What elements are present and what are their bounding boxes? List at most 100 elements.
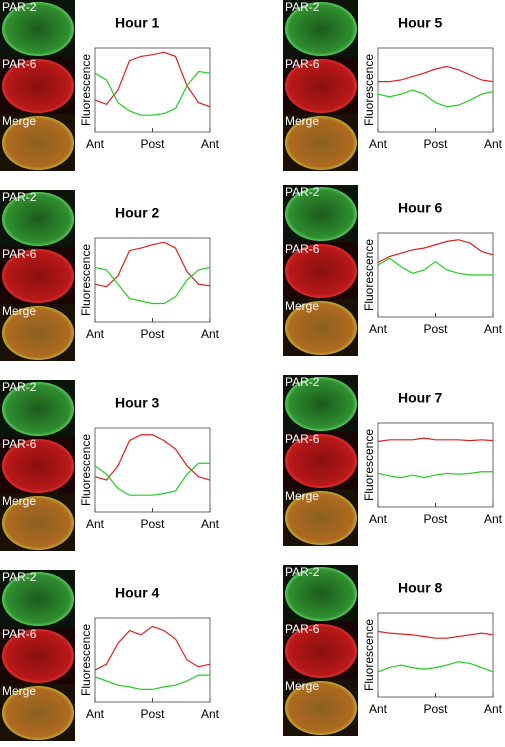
embryo [2, 686, 74, 740]
image-label: PAR-6 [285, 622, 320, 636]
image-label: PAR-2 [2, 570, 37, 584]
profile-line [377, 471, 493, 479]
x-tick-label: Ant [86, 327, 105, 341]
profile-line [377, 437, 494, 443]
embryo [285, 59, 357, 113]
embryo [2, 192, 74, 246]
embryo [285, 2, 357, 56]
panel-title: Hour 4 [115, 585, 160, 601]
panel-title: Hour 1 [115, 15, 160, 31]
image-label: PAR-2 [285, 375, 320, 389]
x-tick-label: Ant [201, 517, 220, 531]
image-label: Merge [285, 489, 319, 503]
image-label: PAR-6 [2, 247, 37, 261]
x-tick-label: Post [423, 137, 448, 151]
x-tick-label: Ant [201, 137, 220, 151]
image-label: Merge [285, 679, 319, 693]
embryo [285, 434, 357, 488]
x-tick-label: Ant [201, 327, 220, 341]
plot-frame [94, 237, 211, 323]
embryo [285, 301, 357, 355]
image-label: PAR-6 [2, 57, 37, 71]
profile-line [378, 65, 494, 83]
embryo [2, 2, 74, 56]
profile-line [377, 239, 494, 263]
x-tick-label: Post [140, 327, 165, 341]
plot-frame [377, 47, 494, 133]
profile-line [94, 241, 211, 288]
x-tick-label: Ant [484, 137, 503, 151]
embryo [285, 244, 357, 298]
x-tick-label: Ant [201, 707, 220, 721]
x-tick-label: Post [140, 137, 165, 151]
embryo [285, 567, 357, 621]
embryo [2, 496, 74, 550]
x-tick-label: Ant [484, 512, 503, 526]
image-label: PAR-2 [285, 565, 320, 579]
image-label: PAR-6 [285, 242, 320, 256]
y-axis-label: Fluorescence [79, 244, 93, 316]
profile-line [377, 630, 494, 639]
embryo [2, 629, 74, 683]
plot-frame [94, 427, 211, 513]
embryo [2, 306, 74, 360]
x-tick-label: Ant [369, 137, 388, 151]
y-axis-label: Fluorescence [362, 239, 376, 311]
profile-line [94, 70, 211, 116]
x-tick-label: Ant [484, 702, 503, 716]
embryo [2, 572, 74, 626]
profile-line [377, 661, 494, 673]
y-axis-label: Fluorescence [362, 429, 376, 501]
image-label: PAR-6 [285, 57, 320, 71]
x-tick-label: Ant [86, 707, 105, 721]
embryo [285, 624, 357, 678]
x-tick-label: Post [140, 517, 165, 531]
embryo [2, 116, 74, 170]
plot-frame [377, 422, 494, 508]
image-label: PAR-2 [2, 380, 37, 394]
x-tick-label: Ant [369, 322, 388, 336]
image-label: Merge [2, 494, 36, 508]
x-tick-label: Post [423, 702, 448, 716]
image-label: PAR-2 [285, 185, 320, 199]
embryo [285, 681, 357, 735]
y-axis-label: Fluorescence [79, 624, 93, 696]
profile-line [377, 89, 494, 108]
image-label: Merge [2, 304, 36, 318]
panel-title: Hour 8 [398, 580, 443, 596]
image-label: PAR-6 [2, 437, 37, 451]
x-tick-label: Ant [369, 702, 388, 716]
embryo [2, 439, 74, 493]
image-label: Merge [285, 114, 319, 128]
image-label: Merge [285, 299, 319, 313]
panel-title: Hour 6 [398, 200, 443, 216]
profile-line [94, 266, 211, 305]
x-tick-label: Post [423, 322, 448, 336]
x-tick-label: Ant [86, 137, 105, 151]
image-label: Merge [2, 684, 36, 698]
x-tick-label: Ant [86, 517, 105, 531]
x-tick-label: Ant [369, 512, 388, 526]
image-label: PAR-2 [285, 0, 320, 14]
profile-line [94, 625, 211, 671]
y-axis-label: Fluorescence [79, 54, 93, 126]
image-label: PAR-2 [2, 0, 37, 14]
embryo [2, 249, 74, 303]
profile-line [377, 257, 493, 276]
profile-line [94, 434, 211, 481]
profile-line [94, 462, 210, 496]
embryo [2, 59, 74, 113]
image-label: PAR-2 [2, 190, 37, 204]
panel-title: Hour 2 [115, 205, 160, 221]
y-axis-label: Fluorescence [362, 54, 376, 126]
y-axis-label: Fluorescence [79, 434, 93, 506]
embryo [285, 187, 357, 241]
x-tick-label: Post [423, 512, 448, 526]
panel-title: Hour 7 [398, 390, 443, 406]
embryo [285, 377, 357, 431]
plot-frame [377, 612, 494, 698]
profile-line [94, 674, 210, 691]
image-label: Merge [2, 114, 36, 128]
panel-title: Hour 3 [115, 395, 160, 411]
